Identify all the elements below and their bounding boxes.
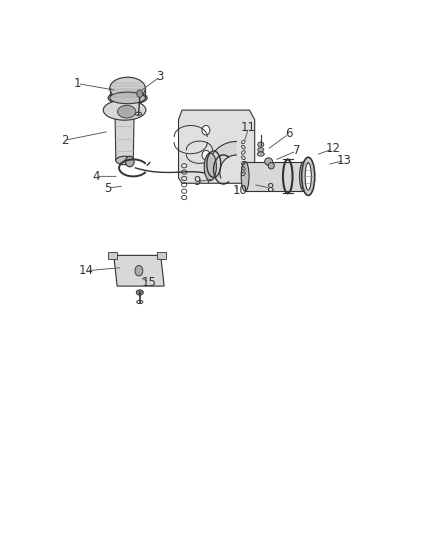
Polygon shape (115, 113, 134, 160)
Ellipse shape (302, 157, 315, 196)
Ellipse shape (103, 100, 146, 120)
Ellipse shape (135, 265, 143, 276)
Text: 14: 14 (79, 264, 94, 277)
Polygon shape (114, 255, 164, 286)
Circle shape (202, 125, 210, 135)
Text: 10: 10 (233, 184, 247, 197)
Text: 1: 1 (74, 77, 81, 90)
Text: 12: 12 (325, 142, 340, 155)
Circle shape (125, 156, 134, 167)
Ellipse shape (268, 163, 274, 169)
Ellipse shape (265, 158, 272, 165)
Ellipse shape (204, 153, 216, 181)
Text: 2: 2 (61, 134, 68, 147)
Text: 5: 5 (104, 182, 112, 195)
Ellipse shape (305, 163, 311, 190)
Text: 15: 15 (142, 276, 157, 289)
Ellipse shape (241, 161, 249, 191)
Polygon shape (179, 110, 254, 183)
Ellipse shape (258, 142, 264, 147)
Ellipse shape (117, 106, 136, 118)
Ellipse shape (110, 92, 145, 104)
Ellipse shape (257, 152, 264, 156)
Ellipse shape (110, 77, 145, 100)
Bar (157, 252, 166, 259)
Bar (245, 161, 304, 191)
Text: 6: 6 (285, 127, 293, 140)
Text: 3: 3 (156, 70, 164, 83)
Circle shape (137, 90, 143, 98)
Ellipse shape (136, 290, 143, 295)
Ellipse shape (300, 161, 308, 191)
Text: 11: 11 (241, 121, 256, 134)
Text: 8: 8 (267, 182, 274, 195)
Text: 9: 9 (194, 175, 201, 188)
Bar (109, 252, 117, 259)
Ellipse shape (116, 156, 133, 165)
Text: 13: 13 (337, 154, 352, 167)
Text: 7: 7 (293, 144, 300, 157)
Polygon shape (207, 141, 237, 183)
Ellipse shape (108, 91, 147, 104)
Text: 4: 4 (92, 170, 100, 183)
Circle shape (202, 150, 210, 160)
Ellipse shape (258, 148, 264, 152)
